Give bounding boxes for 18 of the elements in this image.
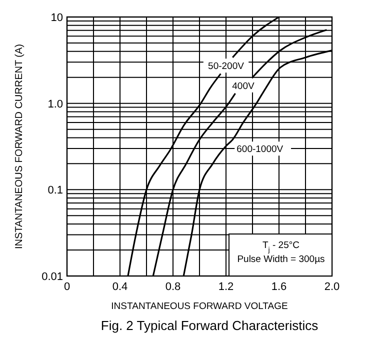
series-label: 50-200V [208,61,245,72]
x-axis-title: INSTANTANEOUS FORWARD VOLTAGE [111,301,288,312]
y-tick-label: 0.01 [42,271,63,283]
series-label: 400V [232,80,255,92]
x-tick-label: 2.0 [324,281,340,293]
y-tick-label: 10 [50,12,63,24]
text: Fig. 2 Typical Forward Characteristics [100,318,319,333]
x-tick-label: 1.2 [218,281,234,293]
x-tick-label: 0 [64,281,70,293]
y-axis-title: INSTANTANEOUS FORWARD CURRENT (A) [14,44,25,250]
series-label: 600-1000V [236,144,284,156]
annotation: T$_{j}$ - 25°C [262,240,300,254]
x-tick-label: 1.6 [271,281,287,293]
annotation: Pulse Width = 300µs [237,254,326,265]
x-tick-label: 0.4 [112,281,128,293]
y-tick-label: 0.1 [48,184,63,197]
x-tick-label: 0.8 [165,281,181,293]
y-tick-label: 1.0 [48,98,63,110]
